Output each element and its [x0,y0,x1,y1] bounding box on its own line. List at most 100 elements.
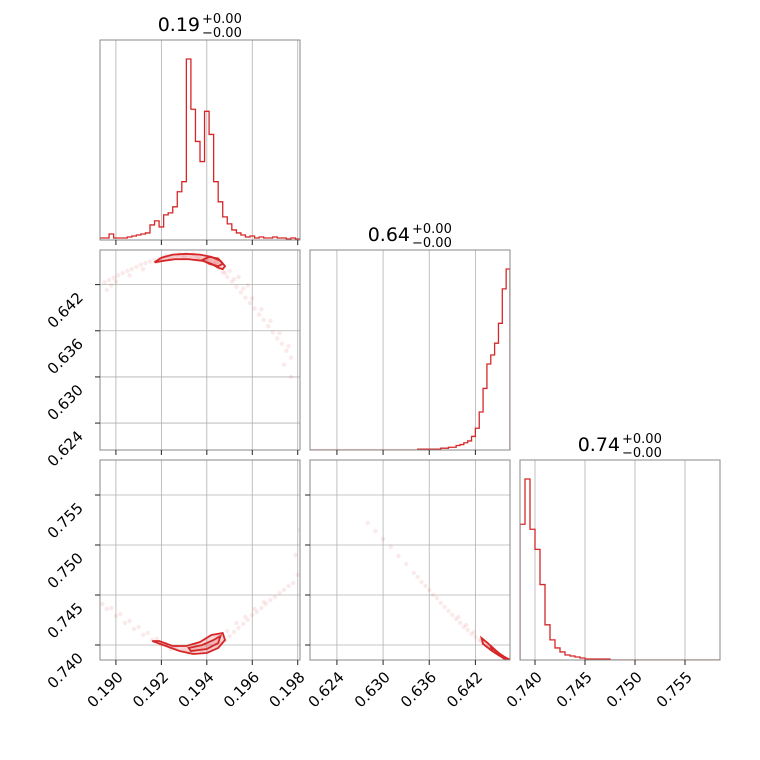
contour-inner [187,634,223,652]
scatter-point [243,614,248,620]
grid-lines [100,250,300,450]
scatter-point [106,277,112,283]
grid-lines [115,40,299,240]
contours [154,252,227,271]
scatter-point [115,273,121,278]
scatter-point [272,594,278,600]
scatter-point [388,544,393,550]
scatter-point [247,300,253,306]
grid-lines [336,250,476,450]
panel-scatter-p0-p2 [99,459,301,661]
scatter-point [181,254,187,260]
title-p2-plus: +0.00 [622,432,662,447]
scatter-point [277,330,282,336]
scatter-point [229,279,235,284]
panel-frame [99,39,301,241]
scatter-point [111,275,116,280]
x-tick-label: 0.190 [84,668,127,711]
scatter-point [268,318,273,323]
scatter-point [109,605,114,611]
histogram-p1 [310,268,510,450]
scatter-points [365,520,509,660]
panel-hist-p1: 0.64 +0.00 −0.00 [309,222,511,451]
scatter-point [243,295,248,300]
scatter-point [453,616,459,622]
scatter-point [434,595,440,601]
scatter-point [238,290,244,295]
scatter-point [252,306,257,311]
scatter-point [225,274,230,280]
scatter-point [125,268,130,273]
scatter-point [129,267,135,272]
panel-scatter-p1-p2 [309,459,511,661]
scatter-point [104,287,110,293]
x-tick-label: 0.755 [653,668,696,711]
y-tick-label: 0.624 [44,427,87,470]
title-p2-minus: −0.00 [622,446,662,461]
scatter-point [236,274,241,280]
scatter-point [250,296,255,301]
scatter-point [131,626,137,632]
scatter-point [275,336,280,341]
histogram-p0 [100,58,300,240]
scatter-point [140,267,146,272]
x-tick-label: 0.745 [553,668,596,711]
title-p0: 0.19 [158,14,200,36]
scatter-point [136,624,141,630]
x-tick-label: 0.192 [129,668,172,711]
scatter-point [469,631,474,637]
scatter-point [143,260,148,266]
y-tick-label: 0.745 [44,599,87,642]
panel-frame [309,459,511,661]
scatter-point [227,633,232,639]
scatter-point [396,553,401,559]
scatter-point [457,620,463,626]
scatter-point [477,637,482,643]
scatter-point [231,277,237,282]
x-tick-label: 0.194 [175,668,218,711]
scatter-point [236,625,241,631]
scatter-point [259,307,264,312]
scatter-point [411,570,417,576]
scatter-point [263,601,269,607]
axes-layer: 0.6240.6300.6360.6420.7400.7450.7500.755… [44,240,696,711]
x-tick-label: 0.196 [220,668,263,711]
title-p1-plus: +0.00 [412,222,452,237]
contour-inner [488,644,507,659]
scatter-points [102,251,294,380]
scatter-point [231,629,237,635]
scatter-point [250,612,255,618]
y-tick-label: 0.642 [44,289,87,332]
scatter-point [127,273,132,278]
scatter-point [134,264,139,270]
scatter-point [456,614,461,620]
scatter-point [225,628,230,634]
y-tick-label: 0.636 [44,335,87,378]
x-tick-label: 0.630 [351,668,394,711]
scatter-point [281,362,287,367]
scatter-point [234,620,239,626]
scatter-point [254,609,260,615]
contours [479,635,510,660]
scatter-point [277,590,282,596]
panel-hist-p0: 0.19 +0.00 −0.00 [99,12,301,241]
scatter-point [380,536,386,542]
panel-frame [309,249,511,451]
contour-outer [151,631,227,655]
scatter-point [423,583,428,589]
scatter-point [288,374,294,380]
scatter-point [463,622,469,628]
scatter-point [122,620,128,626]
scatter-point [109,283,114,288]
scatter-point [102,280,107,285]
scatter-point [261,317,266,323]
x-tick-label: 0.750 [603,668,646,711]
scatter-point [197,255,203,260]
panel-frame [99,459,301,661]
scatter-point [113,279,119,284]
scatter-point [138,262,144,267]
scatter-point [442,604,447,610]
scatter-point [427,587,432,593]
scatter-point [473,634,478,640]
